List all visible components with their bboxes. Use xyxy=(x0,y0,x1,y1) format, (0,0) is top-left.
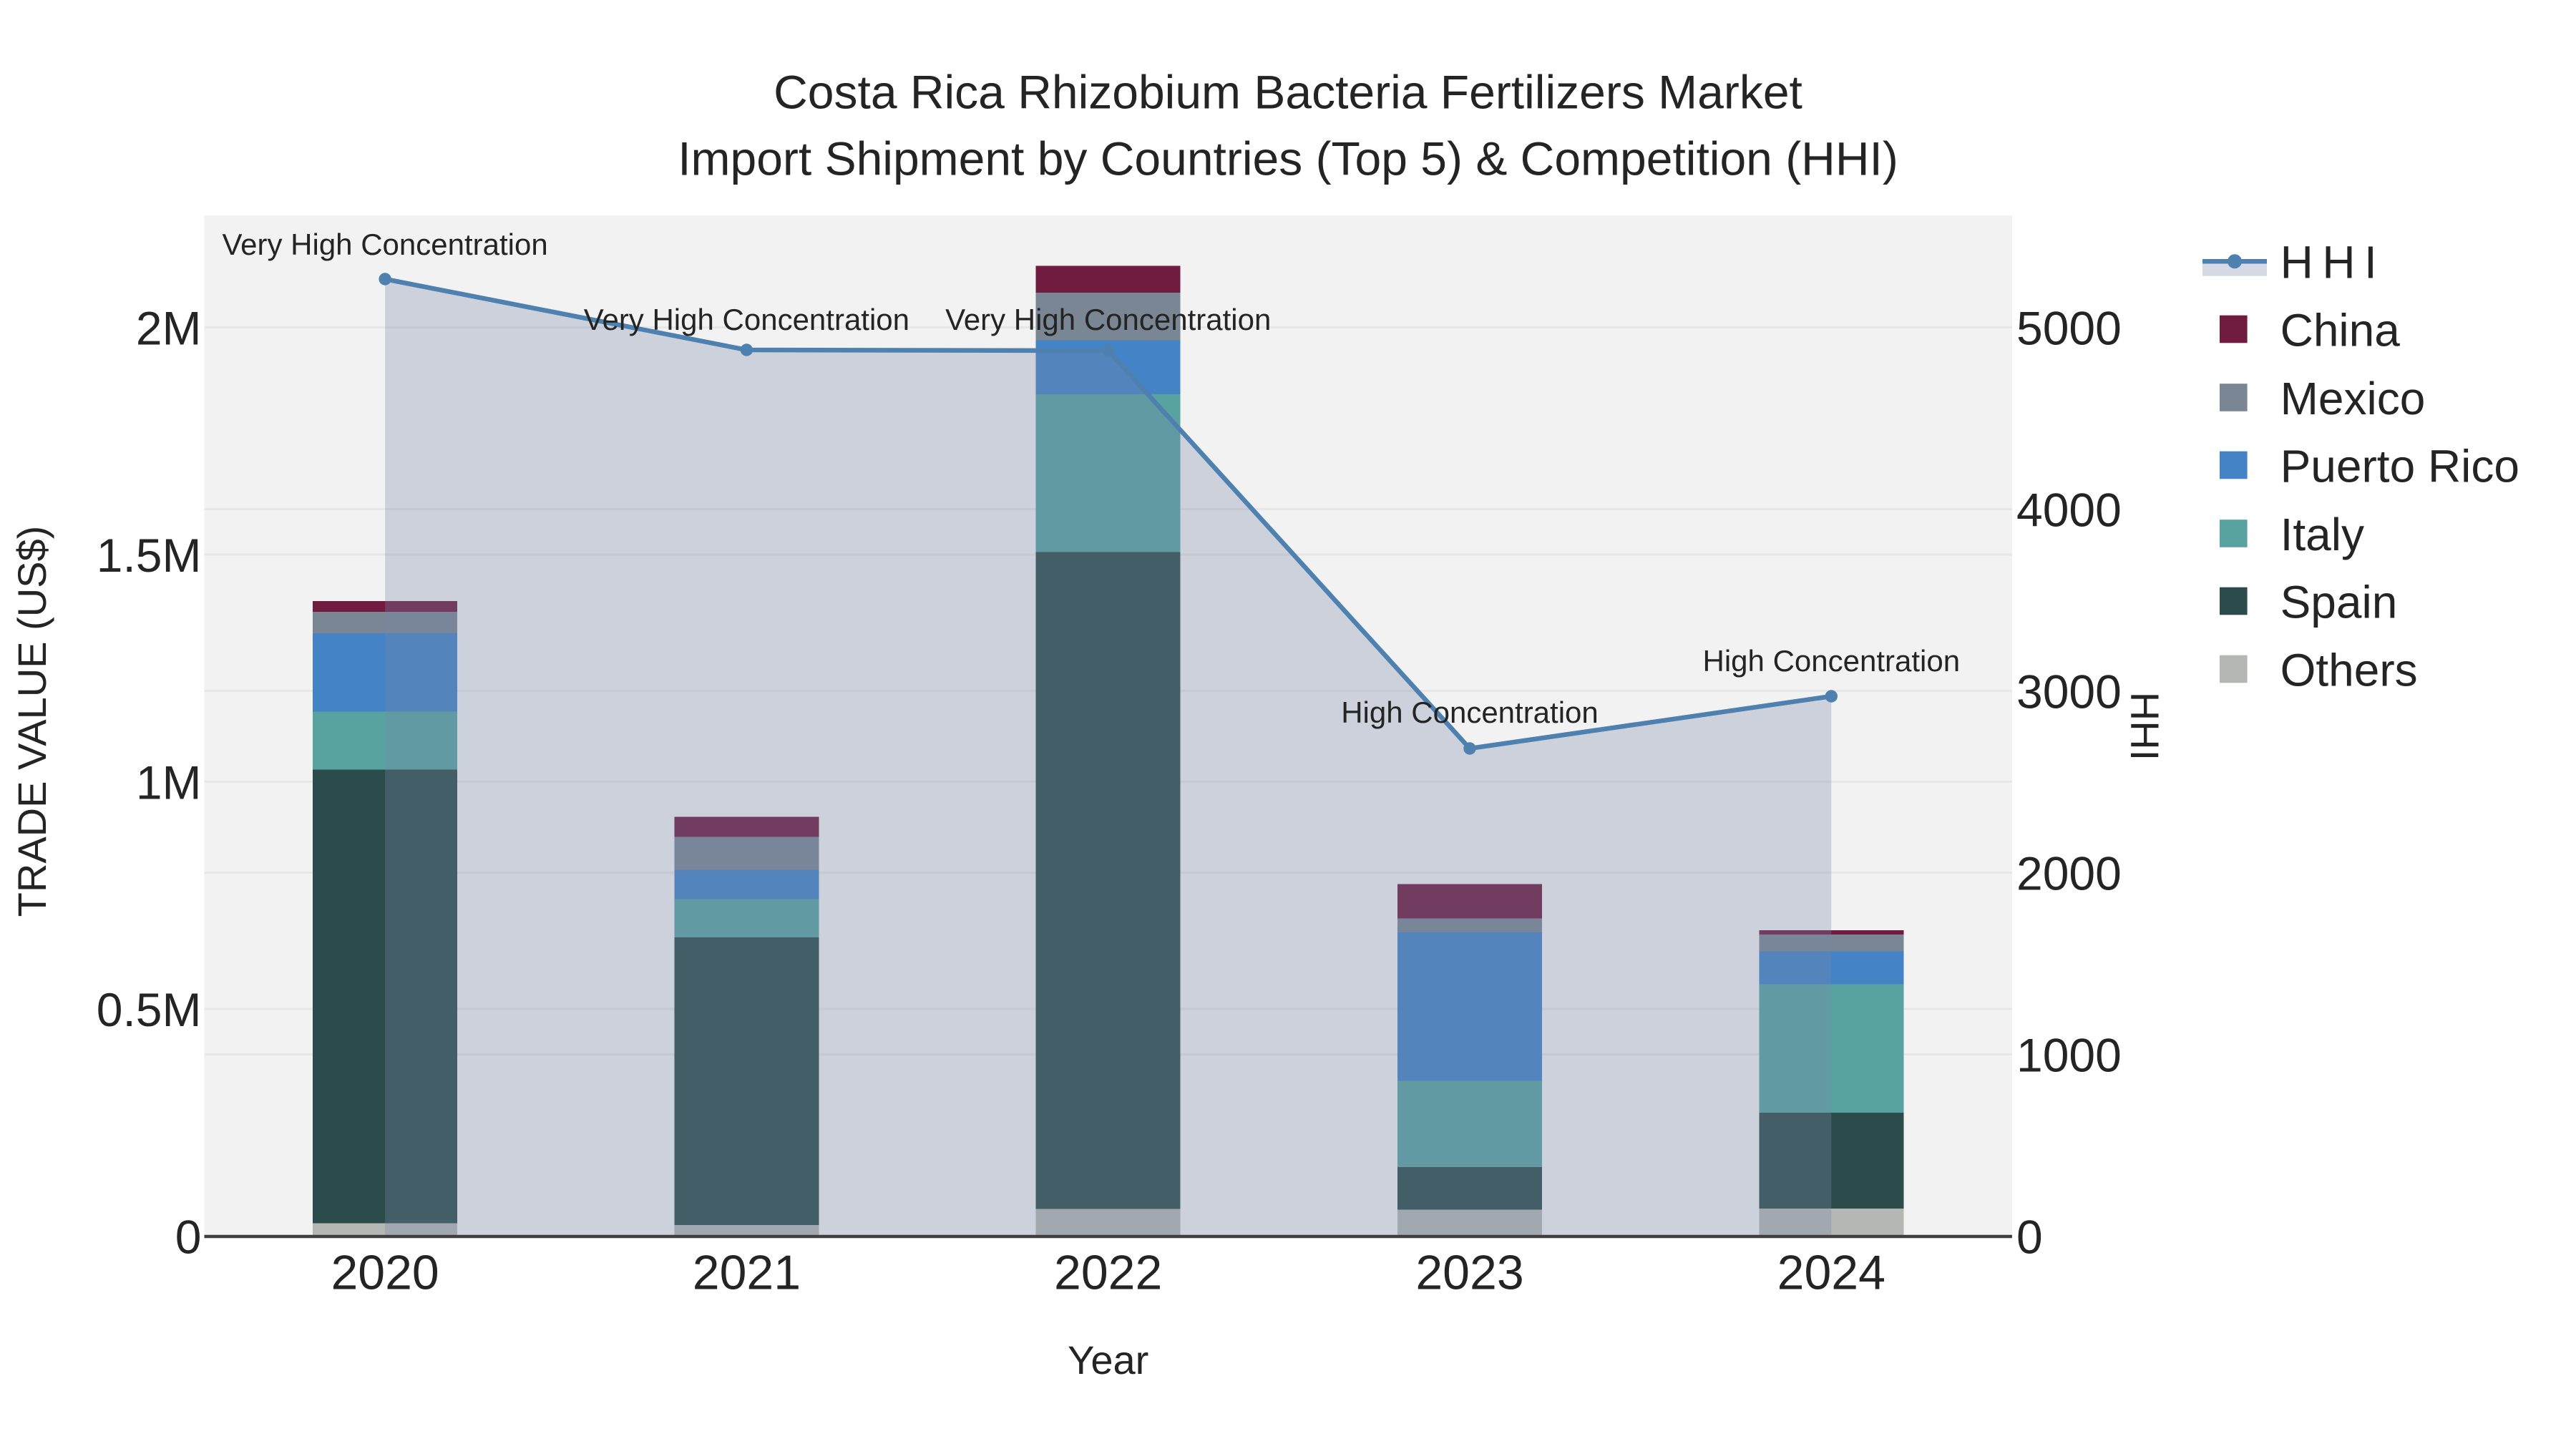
svg-text:Italy: Italy xyxy=(2280,509,2364,560)
svg-text:Others: Others xyxy=(2280,644,2418,696)
svg-text:2021: 2021 xyxy=(693,1246,801,1300)
svg-text:Spain: Spain xyxy=(2280,576,2398,628)
svg-text:1000: 1000 xyxy=(2016,1029,2122,1082)
svg-text:0: 0 xyxy=(2016,1211,2043,1264)
svg-text:Puerto Rico: Puerto Rico xyxy=(2280,440,2519,492)
svg-text:2020: 2020 xyxy=(331,1246,439,1300)
svg-text:5000: 5000 xyxy=(2016,302,2122,355)
svg-text:1M: 1M xyxy=(136,756,202,809)
svg-text:China: China xyxy=(2280,304,2401,356)
svg-text:HHI: HHI xyxy=(2122,692,2167,761)
svg-text:2022: 2022 xyxy=(1054,1246,1162,1300)
svg-text:Costa Rica Rhizobium Bacteria: Costa Rica Rhizobium Bacteria Fertilizer… xyxy=(774,66,1802,119)
svg-text:HHI: HHI xyxy=(2280,237,2386,288)
svg-text:4000: 4000 xyxy=(2016,484,2122,537)
svg-text:1.5M: 1.5M xyxy=(97,529,202,582)
svg-text:0.5M: 0.5M xyxy=(97,983,202,1036)
svg-text:2000: 2000 xyxy=(2016,847,2122,900)
svg-text:Very High Concentration: Very High Concentration xyxy=(945,303,1271,336)
svg-text:Very High Concentration: Very High Concentration xyxy=(222,228,547,261)
svg-text:Mexico: Mexico xyxy=(2280,373,2426,424)
svg-text:Import Shipment by Countries (: Import Shipment by Countries (Top 5) & C… xyxy=(678,132,1898,185)
svg-text:2M: 2M xyxy=(136,302,202,355)
svg-text:TRADE VALUE (US$): TRADE VALUE (US$) xyxy=(9,526,54,917)
svg-text:3000: 3000 xyxy=(2016,665,2122,718)
svg-text:2023: 2023 xyxy=(1415,1246,1523,1300)
svg-text:Year: Year xyxy=(1068,1337,1148,1382)
svg-text:High Concentration: High Concentration xyxy=(1341,696,1599,729)
svg-text:2024: 2024 xyxy=(1777,1246,1885,1300)
svg-text:0: 0 xyxy=(175,1211,202,1264)
svg-text:Very High Concentration: Very High Concentration xyxy=(584,303,909,336)
svg-text:High Concentration: High Concentration xyxy=(1703,644,1961,678)
